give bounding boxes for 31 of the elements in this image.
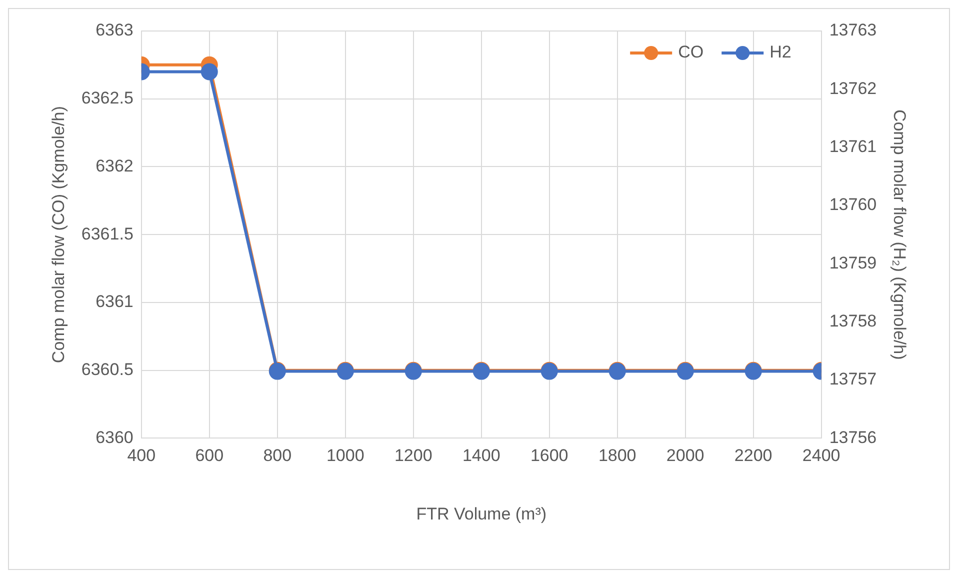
x-tick-label: 1400 bbox=[462, 446, 500, 466]
y-tick-label: 6362.5 bbox=[81, 88, 134, 108]
y-axis-title: Comp molar flow (CO) (Kgmole/h) bbox=[48, 106, 68, 364]
y2-tick-label: 13763 bbox=[829, 20, 877, 40]
x-tick-label: 2400 bbox=[802, 446, 840, 466]
legend-label: H2 bbox=[770, 42, 792, 62]
y2-axis-title: Comp molar flow (H₂) (Kgmole/h) bbox=[890, 109, 910, 360]
x-tick-label: 1800 bbox=[598, 446, 636, 466]
y2-tick-label: 13758 bbox=[829, 312, 877, 331]
y-tick-label: 6362 bbox=[96, 156, 134, 176]
y2-tick-label: 13761 bbox=[829, 137, 877, 156]
y-tick-label: 6361 bbox=[96, 292, 134, 312]
x-tick-label: 1000 bbox=[326, 446, 364, 466]
x-tick-label: 1600 bbox=[530, 446, 568, 466]
y-tick-label: 6360.5 bbox=[81, 360, 134, 380]
x-tick-label: 2200 bbox=[734, 446, 772, 466]
y2-tick-label: 13760 bbox=[829, 195, 877, 214]
y-tick-label: 6360 bbox=[96, 428, 134, 447]
x-tick-label: 2000 bbox=[666, 446, 704, 466]
x-tick-label: 1200 bbox=[394, 446, 432, 466]
y2-tick-label: 13756 bbox=[829, 428, 877, 447]
x-tick-label: 400 bbox=[127, 446, 156, 466]
y2-tick-label: 13759 bbox=[829, 253, 877, 272]
y-tick-label: 6361.5 bbox=[81, 224, 134, 244]
x-axis-title: FTR Volume (m³) bbox=[416, 504, 547, 524]
x-tick-label: 600 bbox=[195, 446, 224, 466]
y-tick-label: 6363 bbox=[96, 20, 134, 40]
y2-tick-label: 13757 bbox=[829, 370, 877, 389]
y2-tick-label: 13762 bbox=[829, 78, 877, 98]
x-tick-label: 800 bbox=[263, 446, 292, 466]
legend-label: CO bbox=[678, 42, 704, 62]
